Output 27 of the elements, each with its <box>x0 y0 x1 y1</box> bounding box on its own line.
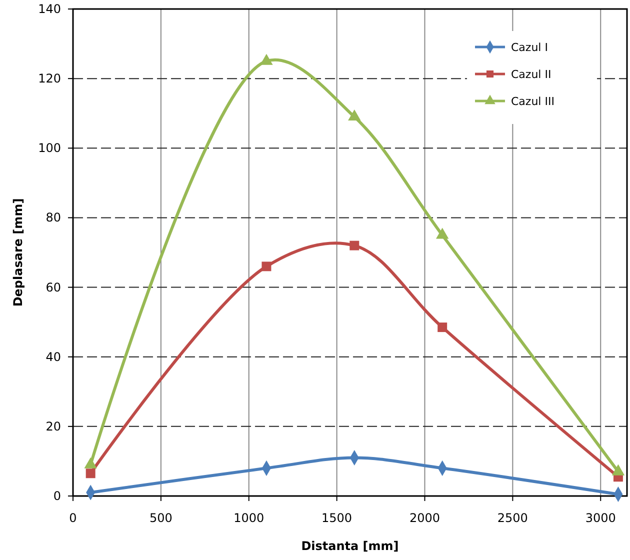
y-tick-label: 120 <box>38 72 61 86</box>
y-tick-label: 60 <box>46 280 61 294</box>
x-tick-label: 0 <box>69 511 77 525</box>
y-tick-label: 140 <box>38 2 61 16</box>
y-tick-label: 0 <box>53 489 61 503</box>
point <box>348 109 361 121</box>
x-tick-label: 3000 <box>585 511 616 525</box>
point <box>86 468 96 478</box>
y-axis-title: Deplasare [mm] <box>11 198 25 307</box>
x-tick-label: 500 <box>149 511 172 525</box>
y-tick-label: 80 <box>46 210 61 225</box>
point <box>260 54 273 65</box>
x-tick-label: 1000 <box>234 511 264 525</box>
x-tick-label: 2500 <box>497 511 528 525</box>
legend-label: Cazul II <box>511 68 552 81</box>
point <box>262 262 272 272</box>
x-tick-label: 2000 <box>409 511 440 525</box>
x-tick-label: 1500 <box>322 511 352 525</box>
point <box>438 322 448 332</box>
legend-label: Cazul I <box>511 41 548 54</box>
x-axis-title: Distanta [mm] <box>301 539 399 553</box>
point <box>350 240 360 250</box>
y-tick-label: 100 <box>38 141 61 156</box>
y-tick-label: 40 <box>46 350 61 364</box>
point <box>436 228 449 239</box>
y-tick-label: 20 <box>46 419 61 434</box>
legend-label: Cazul III <box>511 95 554 108</box>
